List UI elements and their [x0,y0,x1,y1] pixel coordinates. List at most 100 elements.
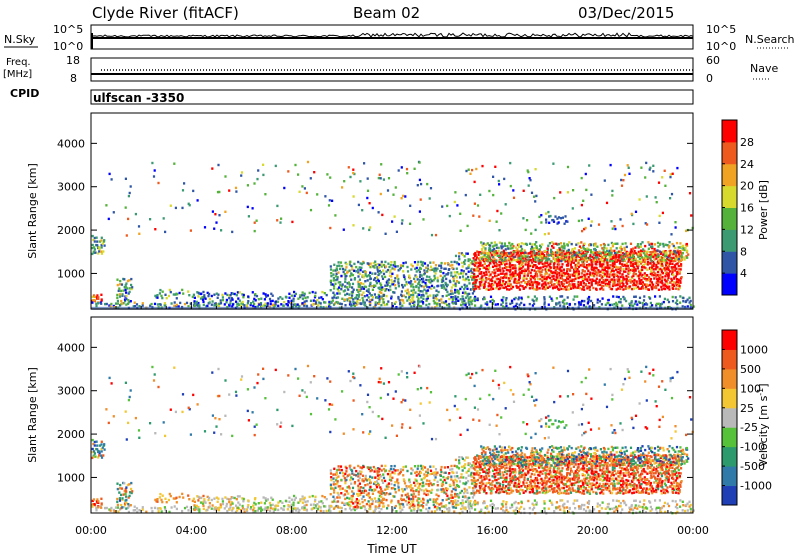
velocity-cell [473,482,476,485]
power-cell [565,302,569,305]
power-cell [390,297,393,300]
power-cell [676,278,679,281]
power-cell [247,295,250,298]
power-cell [478,267,481,271]
power-cell [446,290,449,294]
velocity-cell [321,494,324,498]
velocity-cell [350,508,353,512]
power-cell [236,291,239,294]
velocity-cell [432,500,435,503]
velocity-cell [336,505,339,508]
velocity-cell [406,492,409,495]
power-cell [539,277,542,281]
velocity-cell [339,485,342,488]
power-cell [422,218,425,221]
power-cell [391,280,394,284]
velocity-cell [460,465,464,469]
power-cell [618,254,621,257]
power-cell [675,262,678,266]
velocity-cell [185,505,189,509]
power-cell [589,271,592,274]
power-cell [657,288,660,291]
power-cell [377,176,380,180]
power-cell [488,270,491,274]
velocity-cell [457,485,461,488]
power-cell [169,204,172,207]
velocity-cell [316,507,319,511]
velocity-cell [119,508,122,511]
power-cell [121,294,124,297]
power-cell [371,206,374,210]
power-cell [652,283,655,286]
power-cell [435,289,438,292]
power-cell [387,262,390,265]
power-cell [557,216,561,219]
velocity-cell [224,496,227,499]
power-cell [195,300,198,304]
velocity-cell [304,500,307,504]
velocity-cell [501,471,504,474]
velocity-cell [316,503,319,506]
power-cell [483,262,486,266]
velocity-cell [397,499,400,503]
velocity-cell [127,496,130,499]
power-cell [610,258,613,261]
velocity-cell [341,471,345,475]
velocity-cell [384,469,388,472]
power-cell [411,301,414,304]
velocity-cell [464,495,467,498]
velocity-cell [475,479,478,483]
power-cell [406,265,409,269]
power-cell [572,261,575,264]
power-cell [620,178,623,182]
power-cell [657,245,660,248]
velocity-cell [399,505,402,509]
power-cell [561,216,564,219]
power-cell [551,275,554,278]
velocity-cell [256,509,259,512]
power-cell [468,264,471,267]
power-cell [264,193,267,196]
power-cell [197,301,200,305]
velocity-cell [221,497,224,501]
power-cell [638,282,641,285]
power-cell [567,278,570,281]
power-heatmap [91,160,695,311]
velocity-cell [332,495,335,498]
power-cell [456,271,459,274]
power-cell [121,302,124,305]
power-cell [590,281,593,285]
power-cell [459,229,462,232]
power-cell [434,264,438,267]
power-cell [446,303,449,307]
velocity-cell [100,506,103,509]
power-cell [401,299,405,302]
power-cell [397,297,400,300]
power-cell [303,304,306,307]
velocity-cell [136,510,139,513]
velocity-cell [400,494,403,497]
power-cell [380,291,383,295]
power-cell [580,203,583,207]
power-cell [586,278,589,281]
velocity-cell [127,503,130,506]
power-cell [682,300,685,303]
power-cell [440,266,443,270]
power-cell [649,166,652,169]
power-cell [253,297,256,301]
velocity-cell [243,508,246,511]
power-cell [595,274,598,277]
velocity-cell [344,497,347,501]
velocity-cell [96,448,99,451]
power-cell [256,305,259,308]
velocity-cell [242,497,245,501]
power-cell [588,164,591,167]
velocity-cell [446,494,449,498]
power-cell [249,303,252,307]
power-cell [590,299,593,303]
power-cell [529,259,532,262]
power-cell [610,241,613,245]
power-cell [562,282,565,286]
power-cell [580,275,584,278]
velocity-cell [249,507,252,511]
